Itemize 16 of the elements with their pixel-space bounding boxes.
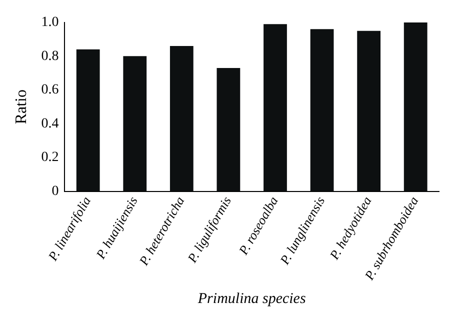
bar bbox=[264, 24, 287, 192]
y-axis-title: Ratio bbox=[12, 90, 30, 124]
y-tick-label: 0.4 bbox=[41, 116, 59, 132]
x-axis-title: Primulina species bbox=[196, 290, 306, 307]
bar bbox=[123, 56, 147, 192]
bar bbox=[216, 68, 240, 192]
bar bbox=[357, 30, 381, 192]
y-tick-label: 0.2 bbox=[41, 150, 59, 166]
y-tick-label: 0.8 bbox=[41, 48, 59, 64]
bar bbox=[170, 46, 194, 192]
y-tick-label: 0 bbox=[52, 184, 59, 199]
y-tick-label: 1.0 bbox=[41, 15, 59, 30]
bar bbox=[76, 49, 100, 192]
y-tick-label: 0.6 bbox=[41, 82, 59, 98]
bar bbox=[404, 22, 428, 192]
bar bbox=[310, 29, 334, 192]
